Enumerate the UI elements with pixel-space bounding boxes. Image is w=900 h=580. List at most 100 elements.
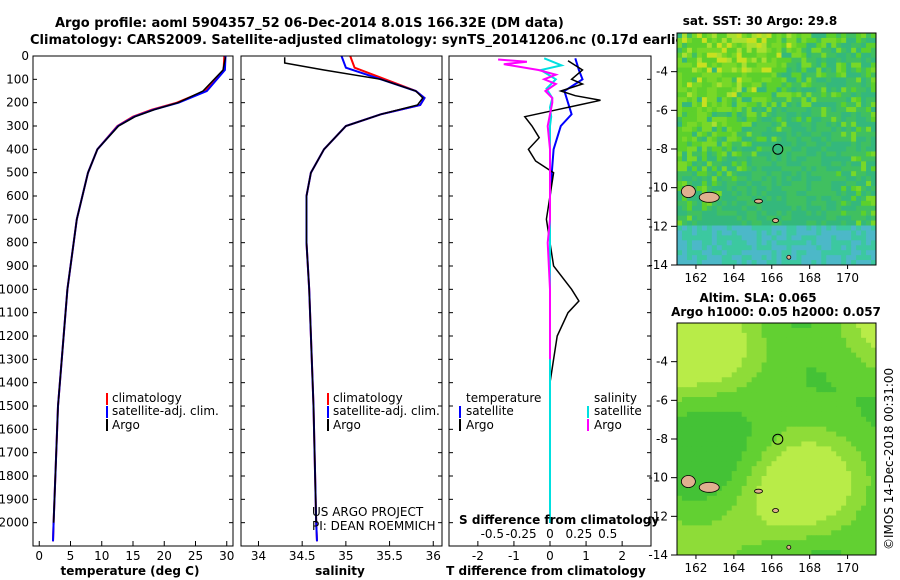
map-cell [691,62,698,68]
map-cell [786,33,792,39]
map-cell [806,166,812,172]
map-cell [806,505,812,511]
map-cell [871,323,877,329]
map-cell [741,131,748,138]
map-cell [851,62,857,68]
depth-tick-label: 1000 [0,282,29,296]
map-cell [851,161,857,167]
map-cell [841,220,847,226]
map-cell [781,377,787,383]
map-cell [776,42,782,49]
map-cell [861,406,867,413]
map-cell [851,421,857,428]
map-cell [706,141,713,147]
map-cell [701,347,708,354]
map-cell [716,111,723,118]
map-cell [821,240,827,246]
map-cell [776,245,782,251]
map-cell [741,67,748,73]
map-cell [796,456,802,462]
map-cell [751,456,758,462]
map-cell [856,500,862,507]
map-cell [826,421,832,428]
map-cell [776,471,782,477]
map-cell [821,362,827,368]
map-cell [741,116,748,123]
map-cell [677,392,683,398]
map-cell [741,451,748,457]
map-cell [851,111,857,118]
map-cell [746,52,753,59]
map-cell [776,337,782,344]
map-cell [741,397,748,403]
map-cell [841,505,847,511]
map-cell [711,136,718,142]
map-cell [726,131,733,138]
map-cell [846,545,852,551]
map-cell [751,42,758,49]
map-cell [871,441,877,447]
map-cell [721,323,728,329]
map-cell [716,342,723,349]
map-cell [706,466,713,472]
map-cell [851,377,857,383]
map-cell [701,515,708,521]
map-cell [696,540,703,546]
map-cell [801,367,807,373]
map-cell [821,116,827,123]
map-cell [731,480,738,487]
map-cell [866,451,872,457]
map-cell [801,47,807,54]
map-cell [761,186,767,192]
map-cell [701,377,708,383]
map-cell [836,545,842,551]
map-cell [696,116,703,123]
map-cell [706,161,713,167]
map-cell [786,186,792,192]
map-cell [711,456,718,462]
map-cell [866,525,872,531]
map-cell [726,240,733,246]
map-cell [846,347,852,354]
map-cell [746,195,753,202]
map-cell [791,220,797,226]
map-cell [811,67,817,73]
map-cell [791,141,797,147]
map-cell [866,131,872,138]
map-cell [741,33,748,39]
map-cell [706,255,713,261]
map-cell [826,505,832,511]
map-cell [861,92,867,98]
map-cell [766,240,772,246]
map-cell [696,471,703,477]
map-cell [701,411,708,418]
map-cell [866,545,872,551]
map-cell [726,441,733,447]
map-cell [721,451,728,457]
map-cell [731,200,738,207]
map-cell [706,500,713,507]
map-cell [677,495,683,502]
map-cell [786,67,792,73]
map-cell [711,323,718,329]
map-cell [751,260,758,266]
map-cell [856,540,862,546]
map-cell [791,347,797,354]
map-cell [686,421,693,428]
map-cell [826,387,832,393]
map-cell [826,225,832,231]
map-cell [796,505,802,511]
map-cell [841,255,847,261]
map-cell [821,495,827,502]
map-cell [806,225,812,231]
map-cell [776,181,782,187]
map-cell [816,87,822,93]
map-cell [766,525,772,531]
map-cell [716,87,723,93]
map-cell [761,235,767,241]
map-cell [691,495,698,502]
map-cell [776,33,782,39]
map-cell [751,357,758,363]
map-cell [706,151,713,157]
map-cell [861,347,867,354]
